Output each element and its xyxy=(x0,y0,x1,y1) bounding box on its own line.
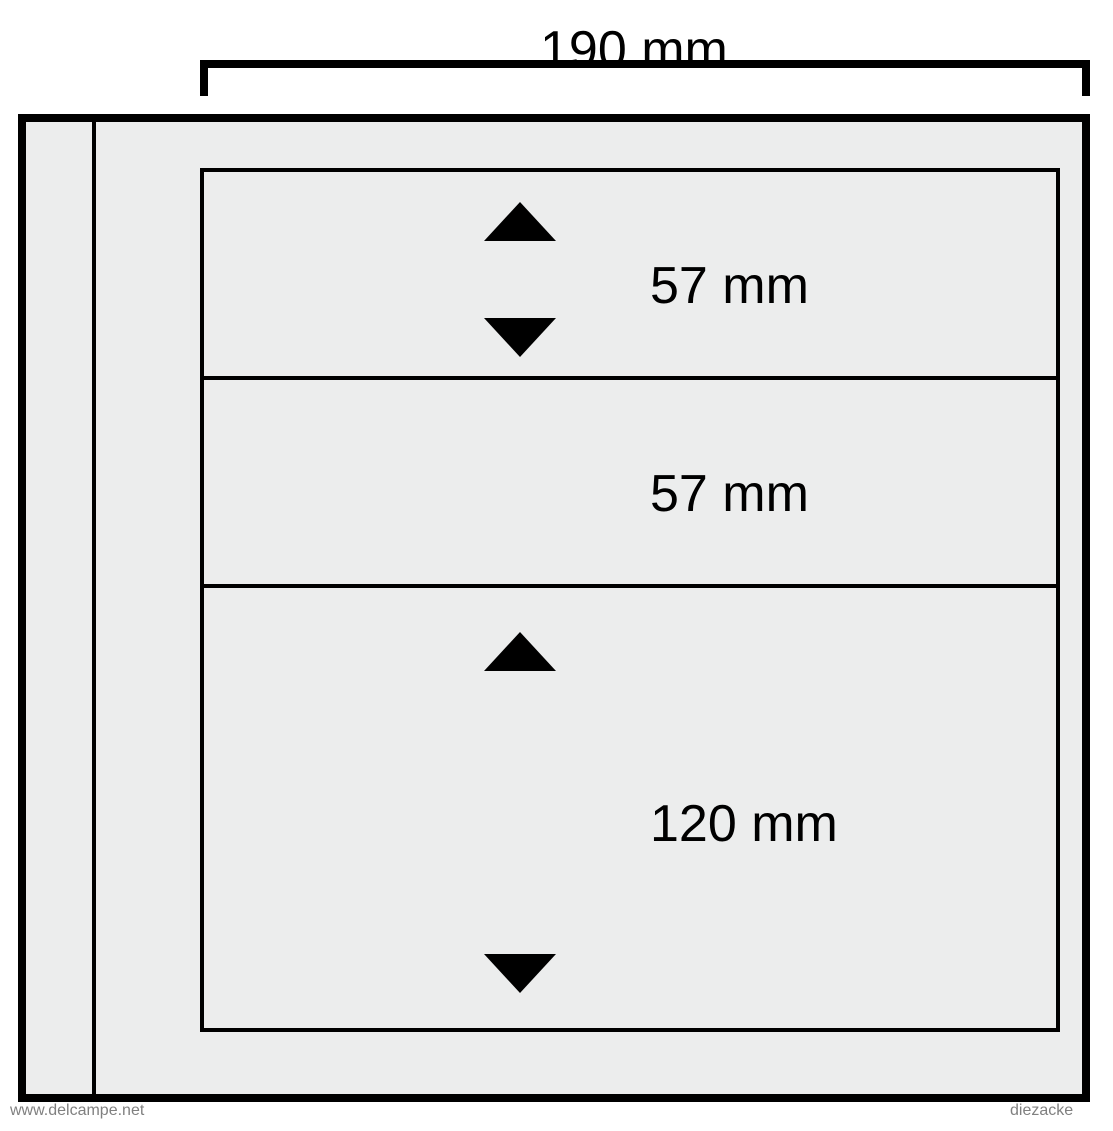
width-bracket-tick-left xyxy=(200,60,208,96)
pocket-1-arrow-up-icon xyxy=(484,202,556,241)
pocket-1-arrow-down-icon xyxy=(484,318,556,357)
pocket-2-label: 57 mm xyxy=(650,464,809,524)
pocket-3-label: 120 mm xyxy=(650,794,838,854)
pockets-group: 57 mm 57 mm 120 mm xyxy=(200,168,1060,1032)
pocket-1 xyxy=(200,168,1060,380)
width-label: 190 mm xyxy=(540,20,728,80)
pocket-1-label: 57 mm xyxy=(650,256,809,316)
pocket-3-arrow-up-icon xyxy=(484,632,556,671)
width-bracket-tick-right xyxy=(1082,60,1090,96)
diagram-canvas: 190 mm 57 mm 57 mm 120 mm www.delcampe.net… xyxy=(0,0,1113,1131)
watermark-left: www.delcampe.net xyxy=(10,1102,144,1120)
pocket-3-arrow-down-icon xyxy=(484,954,556,993)
pocket-3 xyxy=(200,584,1060,1032)
pocket-2 xyxy=(200,376,1060,588)
watermark-right: diezacke xyxy=(1010,1102,1073,1120)
binding-strip-line xyxy=(92,122,96,1094)
